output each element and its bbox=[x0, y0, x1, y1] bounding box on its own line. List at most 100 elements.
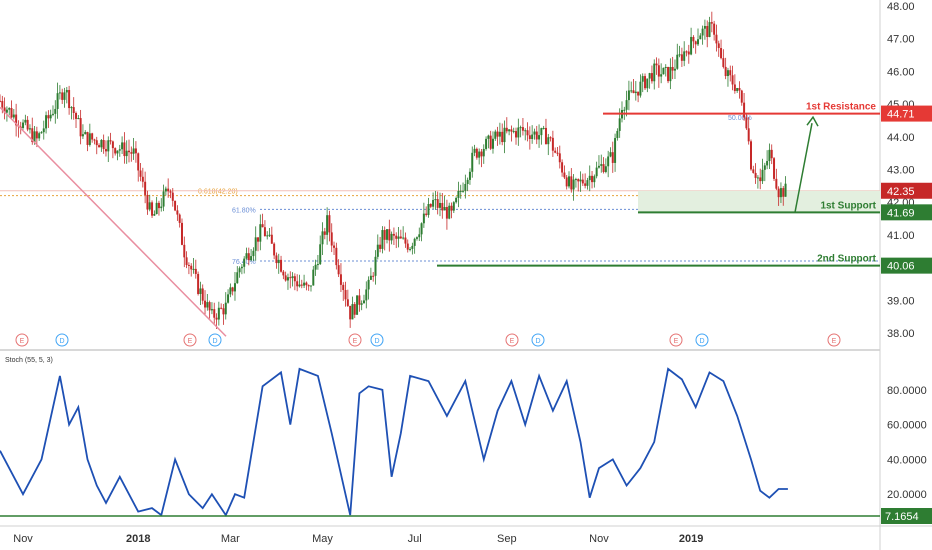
candle-body bbox=[383, 230, 386, 240]
candle-body bbox=[531, 134, 534, 139]
candle-body bbox=[263, 227, 266, 237]
candle-body bbox=[381, 230, 384, 249]
candle-body bbox=[521, 127, 524, 131]
candle-body bbox=[420, 223, 423, 235]
candle-body bbox=[593, 176, 596, 183]
candle-body bbox=[257, 237, 260, 242]
candle-body bbox=[47, 115, 50, 119]
candle-body bbox=[600, 164, 603, 166]
candle-body bbox=[351, 304, 354, 320]
stoch-axis[interactable]: 80.0000 60.0000 40.0000 20.0000 bbox=[887, 385, 927, 501]
resistance-label: 1st Resistance bbox=[806, 102, 876, 113]
candle-body bbox=[397, 236, 400, 239]
event-E-marker bbox=[15, 333, 29, 347]
candle-body bbox=[56, 93, 59, 109]
candle-body bbox=[729, 70, 732, 76]
candle-body bbox=[496, 131, 499, 137]
stoch-tick-label: 80.0000 bbox=[887, 385, 927, 397]
candle-body bbox=[565, 177, 568, 187]
candle-body bbox=[194, 268, 197, 274]
candle-body bbox=[309, 285, 312, 287]
candle-body bbox=[402, 237, 405, 239]
candle-body bbox=[749, 141, 752, 170]
price-tick-label: 41.00 bbox=[887, 230, 915, 242]
candle-body bbox=[763, 165, 766, 170]
candle-body bbox=[637, 91, 640, 96]
candle-body bbox=[160, 206, 163, 209]
candle-body bbox=[715, 34, 718, 44]
time-axis[interactable]: Nov 2018 Mar May Jul Sep Nov 2019 bbox=[13, 533, 703, 545]
candle-body bbox=[551, 137, 554, 151]
candle-body bbox=[720, 48, 723, 59]
candle-body bbox=[609, 152, 612, 157]
candle-body bbox=[561, 162, 564, 173]
price-axis[interactable]: 48.0047.0046.0045.0044.0043.0042.0041.00… bbox=[887, 1, 915, 340]
projection-arrow[interactable] bbox=[794, 115, 819, 213]
support1-tag-bg bbox=[881, 204, 932, 221]
resistance-tag: 44.71 bbox=[887, 109, 915, 121]
stoch-tick-label: 60.0000 bbox=[887, 420, 927, 432]
candle-body bbox=[611, 152, 614, 163]
candle-body bbox=[425, 213, 428, 215]
candle-body bbox=[146, 194, 149, 210]
event-D-marker bbox=[208, 333, 222, 347]
candle-body bbox=[650, 73, 653, 82]
candle-body bbox=[630, 90, 633, 92]
candle-body bbox=[439, 202, 441, 208]
candle-body bbox=[349, 305, 352, 320]
candle-body bbox=[111, 141, 114, 149]
candle-body bbox=[330, 232, 333, 246]
candle-body bbox=[174, 200, 177, 211]
candle-body bbox=[510, 129, 513, 132]
candle-body bbox=[770, 149, 773, 159]
candle-body bbox=[227, 294, 230, 303]
candle-body bbox=[683, 51, 686, 61]
time-tick-label: Sep bbox=[497, 533, 517, 545]
candle-body bbox=[339, 274, 342, 285]
candle-body bbox=[443, 207, 446, 211]
candle-body bbox=[568, 176, 571, 187]
support-resistance-levels[interactable]: 1st Resistance 44.71 1st Support 41.69 2nd S… bbox=[437, 102, 932, 274]
candle-body bbox=[653, 63, 656, 82]
candle-body bbox=[779, 188, 782, 198]
event-D-marker bbox=[370, 333, 384, 347]
stoch-line[interactable] bbox=[0, 367, 788, 517]
candle-body bbox=[752, 169, 755, 173]
candle-body bbox=[754, 172, 757, 178]
candle-body bbox=[517, 127, 520, 138]
candle-body bbox=[275, 255, 278, 264]
candle-body bbox=[157, 202, 160, 209]
support2-tag: 40.06 bbox=[887, 261, 915, 273]
candle-body bbox=[333, 245, 336, 248]
price-tick-label: 44.00 bbox=[887, 132, 915, 144]
candle-body bbox=[305, 282, 308, 286]
candle-body bbox=[220, 307, 223, 309]
downtrend-line[interactable] bbox=[0, 106, 227, 337]
candle-body bbox=[468, 171, 471, 180]
candle-body bbox=[323, 231, 326, 235]
candle-body bbox=[773, 158, 776, 179]
candle-body bbox=[743, 102, 746, 118]
candle-body bbox=[3, 107, 6, 113]
candle-body bbox=[15, 114, 18, 126]
candle-body bbox=[229, 287, 232, 295]
candle-body bbox=[321, 231, 324, 245]
candle-body bbox=[312, 269, 315, 286]
candle-body bbox=[185, 257, 188, 265]
candle-body bbox=[667, 66, 670, 82]
price-tick-label: 38.00 bbox=[887, 328, 915, 340]
candle-body bbox=[623, 109, 626, 111]
candle-body bbox=[72, 107, 75, 113]
candle-body bbox=[356, 295, 359, 315]
candle-body bbox=[676, 54, 679, 69]
candle-body bbox=[178, 214, 181, 223]
candle-body bbox=[358, 295, 361, 305]
time-tick-label: Mar bbox=[221, 533, 240, 545]
event-D-label: D bbox=[212, 338, 217, 345]
fib-618b-label: 61.80% bbox=[232, 207, 256, 214]
event-D-marker bbox=[55, 333, 69, 347]
candle-body bbox=[51, 113, 54, 115]
candle-body bbox=[98, 145, 101, 148]
